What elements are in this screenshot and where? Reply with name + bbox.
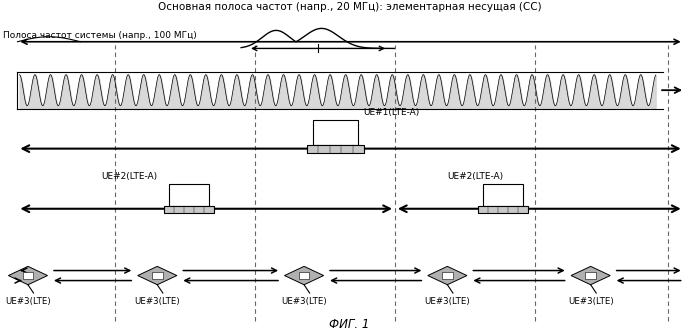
Bar [22, 272, 34, 279]
Text: UE#2(LTE-A): UE#2(LTE-A) [447, 172, 503, 181]
Polygon shape [284, 267, 324, 285]
Bar [442, 272, 453, 279]
Text: UE#3(LTE): UE#3(LTE) [568, 297, 614, 306]
Polygon shape [138, 267, 177, 285]
Text: Основная полоса частот (напр., 20 МГц): элементарная несущая (СС): Основная полоса частот (напр., 20 МГц): … [158, 2, 541, 12]
Text: UE#3(LTE): UE#3(LTE) [134, 297, 180, 306]
Bar [313, 120, 358, 145]
Text: UE#3(LTE): UE#3(LTE) [281, 297, 327, 306]
Text: UE#3(LTE): UE#3(LTE) [424, 297, 470, 306]
Text: Полоса частот системы (напр., 100 МГц): Полоса частот системы (напр., 100 МГц) [3, 31, 197, 39]
Text: UE#2(LTE-A): UE#2(LTE-A) [101, 172, 157, 181]
Text: ФИГ. 1: ФИГ. 1 [329, 318, 370, 331]
Text: UE#1(LTE-A): UE#1(LTE-A) [363, 108, 419, 117]
Polygon shape [428, 267, 467, 285]
Bar [164, 206, 214, 212]
Polygon shape [571, 267, 610, 285]
Bar [307, 145, 364, 153]
Bar [478, 206, 528, 212]
Bar [152, 272, 163, 279]
Text: UE#3(LTE): UE#3(LTE) [5, 297, 51, 306]
Bar [168, 184, 209, 206]
Bar [298, 272, 310, 279]
Bar [483, 184, 524, 206]
Bar [585, 272, 596, 279]
Polygon shape [8, 267, 48, 285]
